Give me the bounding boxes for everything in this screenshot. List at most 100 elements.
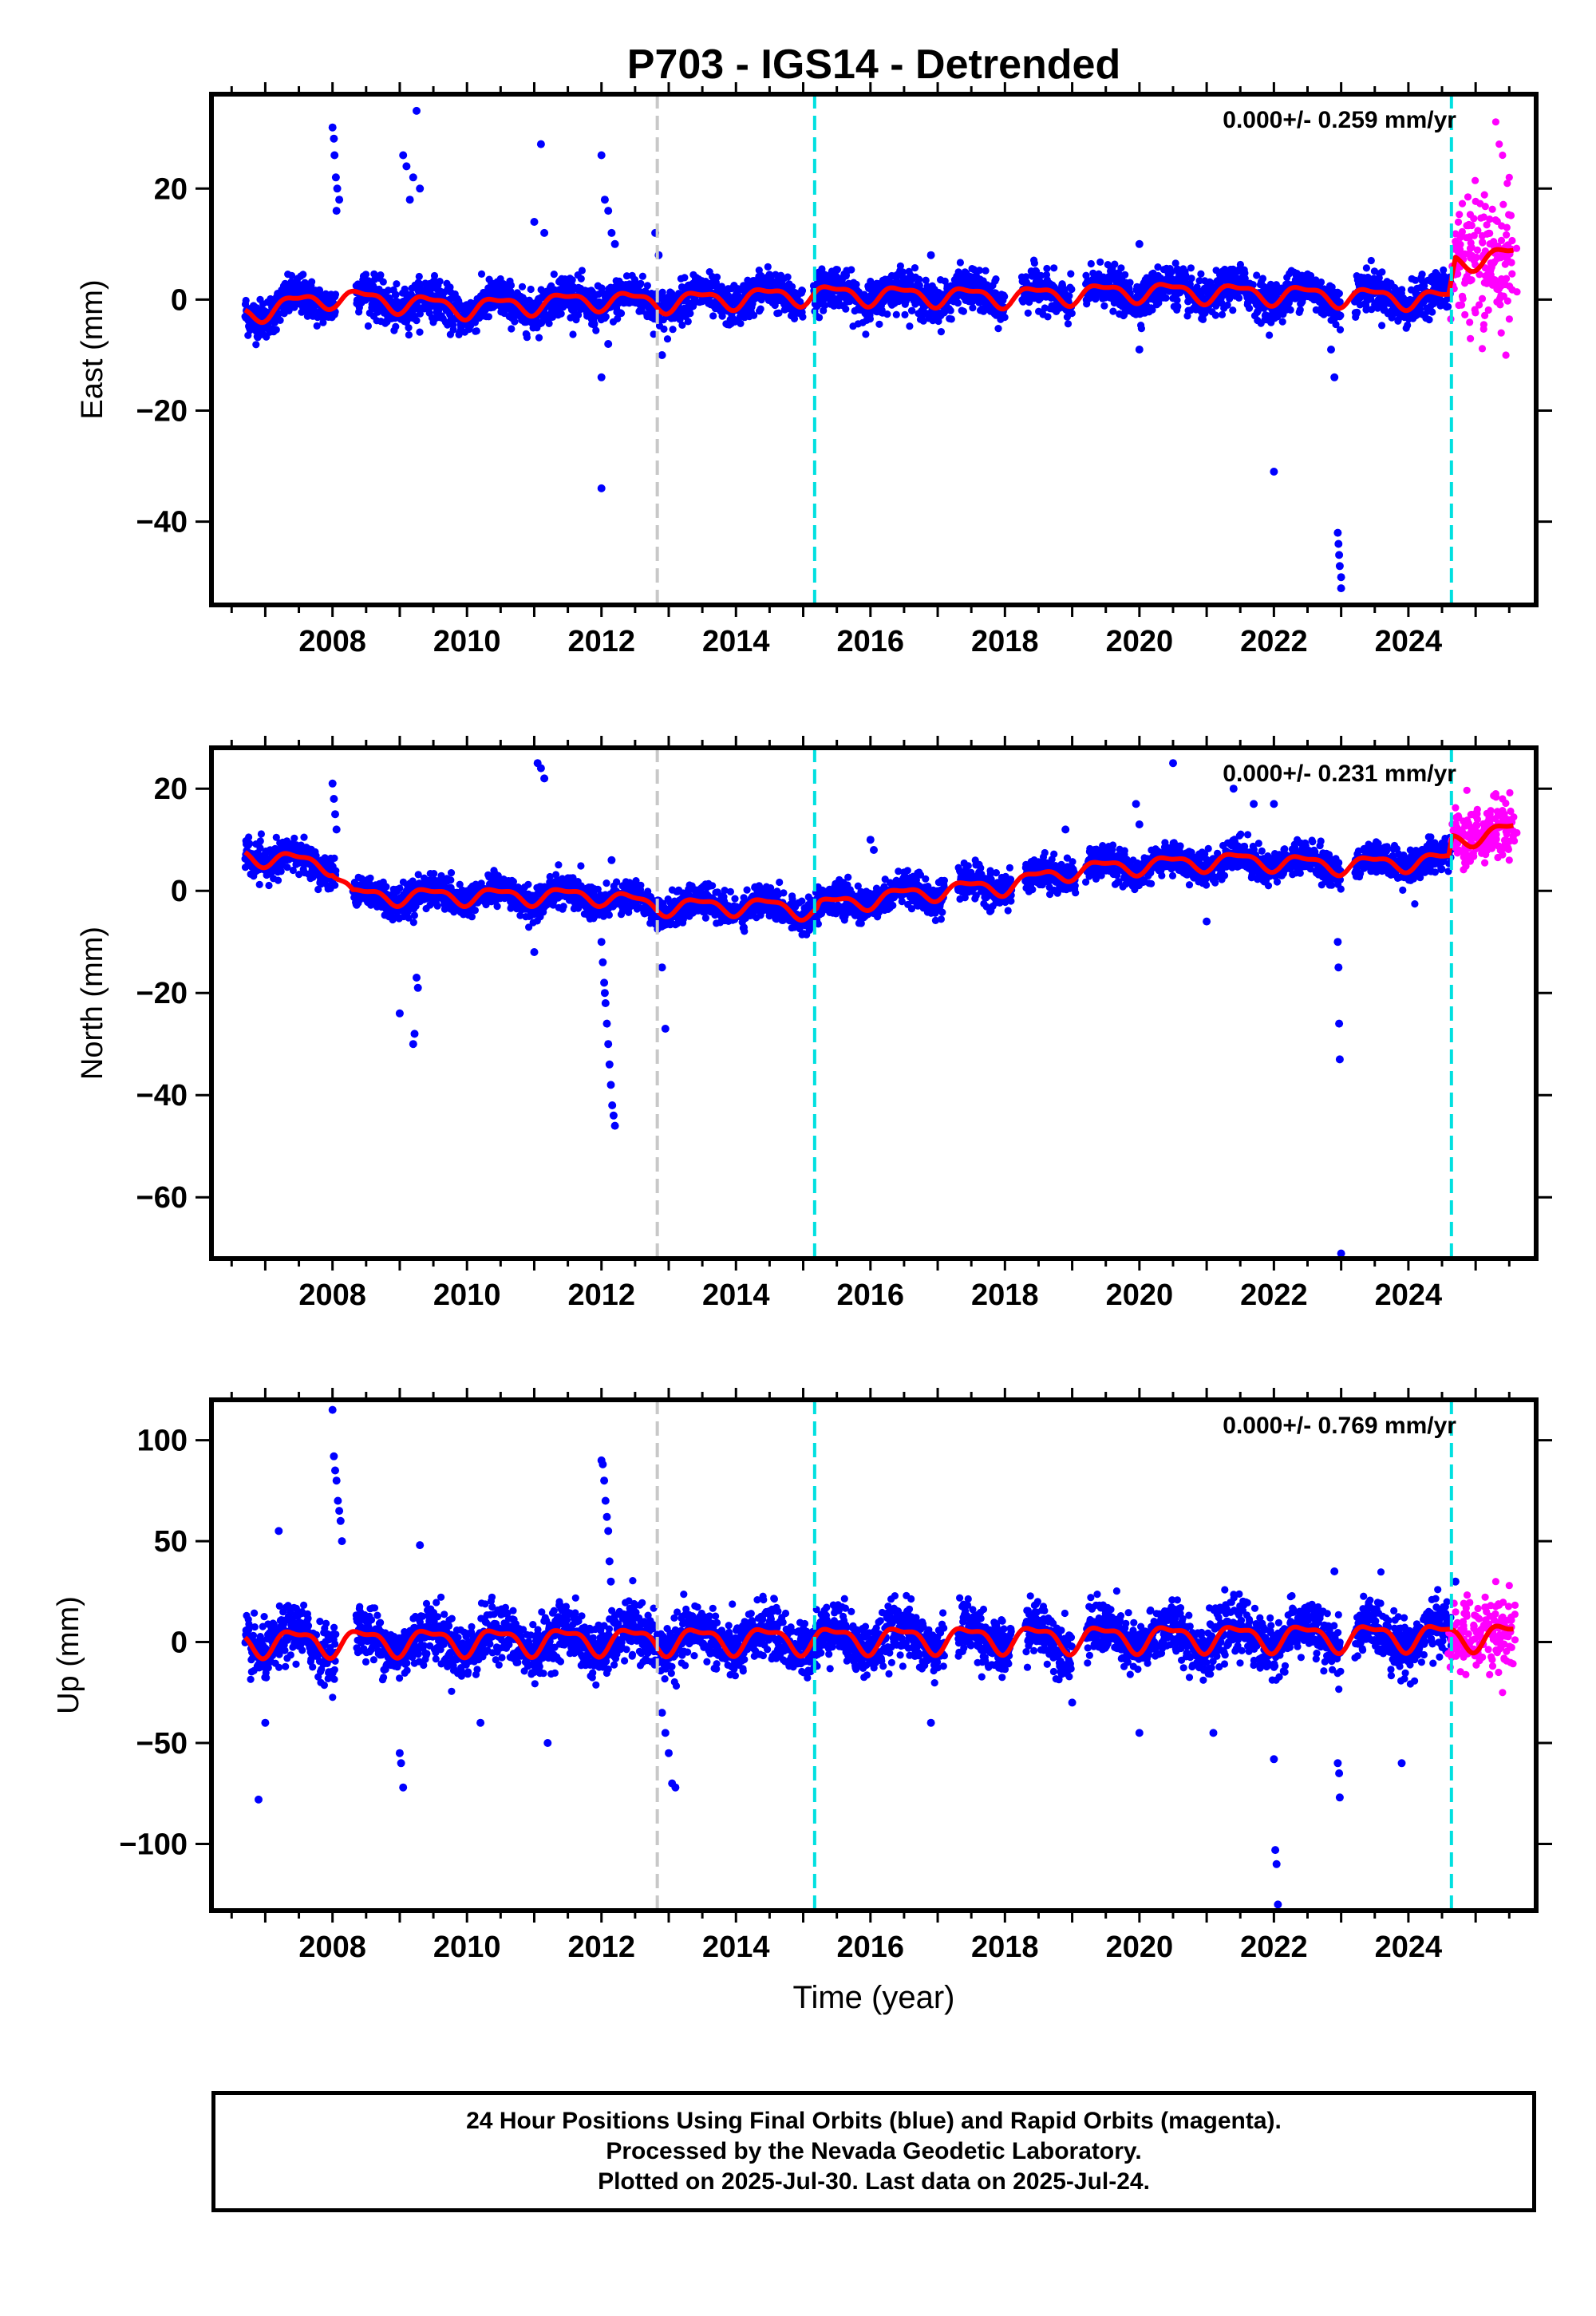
rapid-point (1464, 193, 1472, 201)
rapid-outlier-point (1495, 140, 1503, 148)
final-point (1362, 306, 1370, 314)
final-point (847, 266, 855, 274)
panel-east: 2008 2010 2012 2014 2016 2018 2020 2022 2024200−… (76, 82, 1552, 658)
final-point (1087, 259, 1095, 268)
final-point (1065, 292, 1073, 300)
rapid-point (1479, 321, 1487, 329)
rapid-point (1507, 259, 1515, 267)
final-point (1126, 279, 1134, 287)
rapid-point (1485, 275, 1493, 283)
final-point (1044, 313, 1052, 321)
final-outlier-point (405, 196, 414, 204)
final-point (713, 273, 721, 281)
final-point (862, 330, 870, 338)
final-point (430, 870, 438, 878)
final-outlier-point (413, 106, 421, 115)
rapid-point (1479, 238, 1487, 246)
final-outlier-point (604, 207, 613, 215)
rapid-point (1473, 246, 1481, 254)
final-point (405, 324, 413, 332)
final-point (992, 275, 1000, 283)
final-outlier-point (1337, 584, 1345, 593)
final-point (1428, 308, 1436, 316)
final-point (638, 272, 647, 280)
rapid-point (1470, 231, 1478, 239)
rapid-point (1513, 288, 1521, 296)
final-point (592, 326, 600, 334)
final-point (477, 270, 486, 278)
final-point (946, 306, 954, 314)
final-point (415, 272, 423, 281)
rapid-point (1481, 311, 1489, 319)
rapid-point (1503, 231, 1511, 239)
final-outlier-point (1327, 346, 1335, 354)
rapid-point (1480, 191, 1488, 199)
final-point (816, 314, 824, 322)
rapid-point (1476, 200, 1484, 207)
final-outlier-point (610, 239, 619, 248)
x-tick-label: 2008 (298, 625, 366, 658)
final-point (669, 326, 677, 334)
rapid-point (1503, 223, 1511, 231)
rapid-point (1479, 213, 1487, 221)
final-outlier-point (330, 151, 339, 160)
final-outlier-point (1335, 551, 1344, 559)
final-point (1109, 307, 1117, 315)
final-point (578, 267, 587, 275)
final-point (1364, 273, 1372, 282)
rapid-point (1474, 227, 1482, 235)
rapid-point (1468, 243, 1476, 251)
final-point (775, 309, 783, 317)
y-tick-label: 20 (154, 172, 188, 206)
rapid-point (1488, 205, 1496, 213)
final-point (393, 280, 401, 288)
final-point (970, 266, 978, 274)
final-outlier-point (335, 196, 344, 204)
final-point (245, 833, 253, 841)
rapid-point (1505, 315, 1513, 323)
rapid-point (1466, 318, 1474, 326)
final-point (595, 290, 602, 298)
final-point (1067, 270, 1075, 278)
rapid-point (1478, 294, 1487, 302)
final-point (410, 911, 419, 919)
rapid-point (1497, 236, 1506, 244)
x-tick-label: 2012 (567, 625, 635, 658)
final-point (684, 318, 692, 326)
final-point (757, 305, 764, 313)
final-point (409, 919, 417, 927)
final-point (922, 276, 930, 284)
final-point (650, 330, 658, 338)
rapid-point (1467, 334, 1475, 342)
final-point (545, 319, 553, 327)
final-point (447, 869, 456, 877)
final-point (1096, 258, 1104, 266)
rapid-point (1503, 180, 1511, 188)
final-point (524, 880, 532, 888)
final-point (658, 288, 666, 296)
final-point (300, 833, 308, 841)
final-outlier-point (331, 173, 340, 182)
x-tick-label: 2024 (1375, 625, 1443, 658)
final-point (471, 907, 480, 915)
final-point (257, 830, 265, 838)
final-point (994, 325, 1002, 333)
final-outlier-point (409, 173, 417, 182)
final-outlier-point (597, 151, 606, 160)
x-tick-label: 2018 (971, 625, 1039, 658)
final-point (568, 276, 576, 284)
rapid-outlier-point (1497, 329, 1505, 337)
x-tick-label: 2020 (1106, 625, 1174, 658)
final-point (622, 272, 631, 280)
final-point (678, 321, 686, 329)
final-point (901, 310, 909, 318)
final-point (866, 315, 874, 323)
final-point (246, 840, 254, 848)
final-point (911, 264, 919, 272)
rapid-outlier-point (1502, 351, 1510, 359)
final-point (764, 263, 772, 271)
final-point (1148, 306, 1156, 314)
final-point (392, 322, 400, 330)
y-tick-label: −20 (136, 395, 188, 429)
